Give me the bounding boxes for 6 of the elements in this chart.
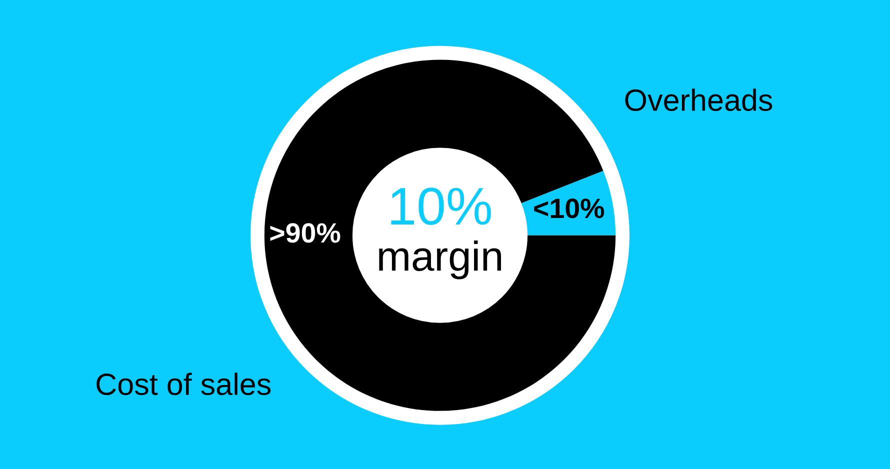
text: 10% — [391, 188, 491, 225]
slice-label: Overheads — [625, 88, 772, 112]
data-label: >90% — [270, 223, 340, 243]
data-label: <10% — [534, 198, 604, 218]
slice-label: Cost of sales — [96, 372, 271, 396]
text: margin — [379, 240, 501, 280]
